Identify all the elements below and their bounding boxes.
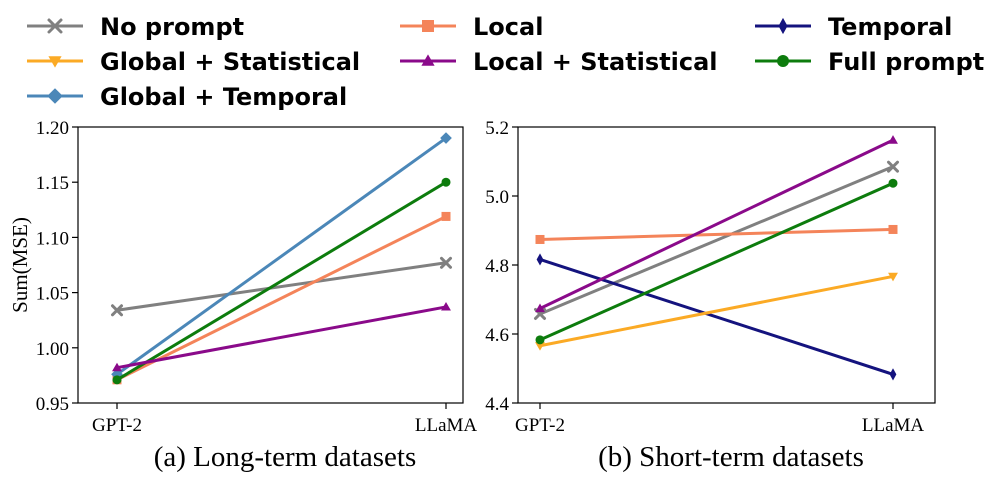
series-line — [539, 274, 894, 348]
series-local-statistical — [535, 135, 898, 313]
legend-label: Global + Temporal — [100, 83, 347, 111]
legend-item-local: Local — [400, 13, 543, 41]
legend-marker-global-temporal — [47, 88, 63, 104]
legend-label: Full prompt — [828, 48, 984, 76]
series-line — [539, 138, 894, 310]
data-point-global-temporal-llama — [440, 132, 452, 144]
legend-item-full-prompt: Full prompt — [755, 48, 984, 76]
data-point-local-llama — [888, 224, 898, 234]
y-tick-label: 4.4 — [485, 394, 509, 415]
x-tick-label: GPT-2 — [92, 415, 142, 436]
legend-label: Global + Statistical — [100, 48, 360, 76]
series-local — [535, 224, 898, 244]
legend-label: Local + Statistical — [473, 48, 718, 76]
legend-marker-local — [422, 20, 434, 32]
y-tick-label: 1.20 — [36, 118, 69, 139]
y-tick-label: 4.6 — [485, 325, 509, 346]
data-point-global-statistical-llama — [888, 272, 898, 282]
panel-caption: (b) Short-term datasets — [598, 441, 864, 473]
data-point-full-prompt-llama — [441, 177, 451, 187]
series-line — [539, 258, 894, 376]
legend-item-local-statistical: Local + Statistical — [400, 48, 718, 76]
data-point-local-statistical-gpt-2 — [112, 362, 122, 372]
axes-frame — [77, 126, 464, 404]
series-temporal — [536, 253, 897, 381]
legend-item-no-prompt: No prompt — [27, 13, 244, 41]
series-global-statistical — [535, 272, 898, 351]
series-full-prompt — [535, 178, 898, 345]
series-line — [116, 180, 447, 382]
legend-item-temporal: Temporal — [755, 13, 952, 41]
data-point-local-gpt-2 — [535, 234, 545, 244]
legend-label: Local — [473, 13, 543, 41]
series-global-temporal — [111, 132, 452, 381]
legend-marker-global-statistical — [48, 56, 62, 68]
y-tick-label: 1.15 — [36, 173, 69, 194]
x-tick-label: LLaMA — [415, 415, 478, 436]
y-tick-label: 5.0 — [485, 187, 509, 208]
legend-marker-no-prompt — [47, 18, 63, 34]
data-point-no-prompt-llama — [440, 256, 452, 269]
data-point-no-prompt-gpt-2 — [111, 304, 123, 317]
series-no-prompt — [534, 160, 899, 320]
series-line — [539, 227, 894, 241]
series-line — [116, 215, 447, 382]
legend-item-global-statistical: Global + Statistical — [27, 48, 360, 76]
data-point-local-statistical-llama — [441, 302, 451, 311]
series-line — [116, 261, 447, 312]
series-line — [116, 305, 447, 370]
data-point-local-statistical-gpt-2 — [535, 303, 545, 313]
y-tick-label: 1.05 — [36, 284, 69, 305]
data-point-local-llama — [441, 211, 451, 221]
x-tick-label: GPT-2 — [515, 415, 565, 436]
y-tick-label: 4.8 — [485, 256, 509, 277]
legend-label: Temporal — [828, 13, 952, 41]
legend-marker-temporal — [778, 17, 788, 35]
panel-caption: (a) Long-term datasets — [154, 441, 417, 473]
legend-marker-full-prompt — [777, 55, 789, 67]
data-point-local-statistical-llama — [888, 135, 898, 144]
panel-long-term: 0.95 1.00 1.05 1.10 1.15 1.20 GPT-2 LLaMA Sum(MS… — [8, 118, 477, 473]
data-point-global-temporal-gpt-2 — [111, 368, 123, 381]
data-point-temporal-llama — [889, 368, 897, 381]
y-axis-label: Sum(MSE) — [8, 217, 32, 313]
axes-frame — [517, 126, 936, 404]
x-tick-label: LLaMA — [862, 415, 925, 436]
data-point-full-prompt-llama — [888, 178, 898, 188]
y-tick-label: 5.2 — [485, 118, 509, 139]
series-no-prompt — [111, 256, 452, 317]
series-line — [539, 165, 894, 316]
data-point-global-statistical-gpt-2 — [535, 342, 545, 351]
panel-short-term: 4.4 4.6 4.8 5.0 5.2 GPT-2 LLaMA (b) Short-term … — [485, 118, 936, 473]
series-local-statistical — [112, 302, 451, 372]
data-point-temporal-gpt-2 — [536, 253, 544, 266]
y-tick-label: 1.00 — [36, 339, 69, 360]
data-point-full-prompt-gpt-2 — [112, 375, 122, 385]
legend: No prompt Local Temporal Global + Statistic… — [27, 13, 984, 111]
data-point-no-prompt-llama — [887, 160, 899, 173]
legend-label: No prompt — [100, 13, 244, 41]
y-tick-label: 1.10 — [36, 228, 69, 249]
series-full-prompt — [112, 177, 451, 385]
data-point-full-prompt-gpt-2 — [535, 335, 545, 345]
series-line — [539, 181, 894, 342]
legend-item-global-temporal: Global + Temporal — [27, 83, 347, 111]
series-line — [116, 136, 447, 376]
y-tick-label: 0.95 — [36, 394, 69, 415]
legend-marker-local-statistical — [421, 54, 435, 66]
